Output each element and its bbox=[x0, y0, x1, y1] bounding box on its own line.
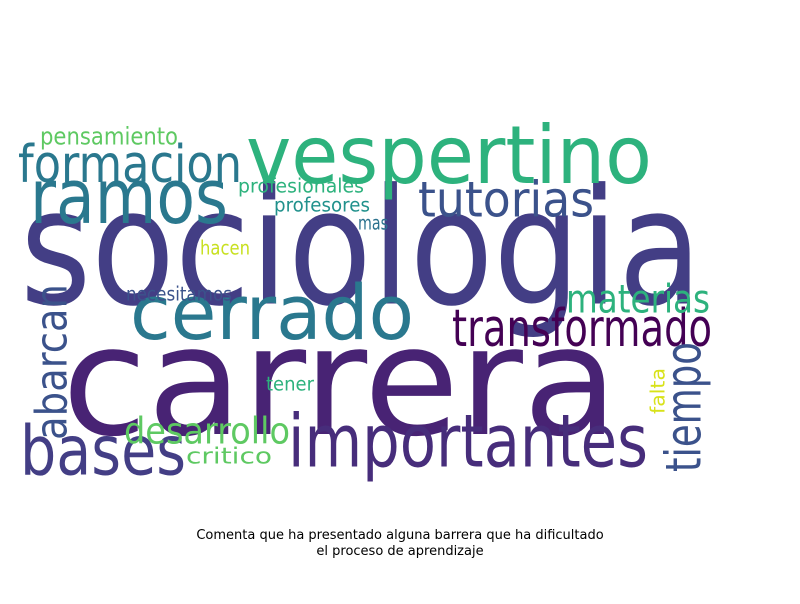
word-pensamiento: pensamiento bbox=[40, 122, 178, 151]
word-hacen: hacen bbox=[200, 237, 250, 260]
word-carrera: carrera bbox=[62, 294, 618, 470]
word-cerrado: cerrado bbox=[130, 269, 414, 357]
word-sociologia: sociologia bbox=[20, 155, 702, 342]
word-vespertino: vespertino bbox=[246, 108, 652, 202]
word-formacion: formacion bbox=[18, 135, 242, 195]
word-profesores: profesores bbox=[274, 194, 370, 217]
word-tiempo: tiempo bbox=[656, 342, 713, 472]
word-importantes: importantes bbox=[288, 400, 648, 485]
word-desarrollo: desarrollo bbox=[124, 410, 290, 453]
word-necesitamos: necesitamos bbox=[126, 283, 232, 306]
word-profesionales: profesionales bbox=[238, 175, 364, 198]
word-mas: mas bbox=[358, 212, 388, 235]
word-abarcan: abarcan bbox=[27, 284, 78, 440]
word-critico: critico bbox=[186, 445, 272, 470]
word-bases: bases bbox=[20, 413, 186, 492]
word-falta: falta bbox=[647, 368, 670, 414]
word-transformado: transformado bbox=[452, 299, 712, 359]
word-materias: materias bbox=[566, 278, 710, 323]
caption-line-2: el proceso de aprendizaje bbox=[316, 544, 484, 559]
word-tutorias: tutorias bbox=[418, 172, 594, 229]
word-tener: tener bbox=[266, 373, 315, 396]
figure-caption: Comenta que ha presentado alguna barrera… bbox=[0, 528, 800, 560]
word-ramos: ramos bbox=[30, 153, 228, 241]
caption-line-1: Comenta que ha presentado alguna barrera… bbox=[196, 528, 604, 543]
